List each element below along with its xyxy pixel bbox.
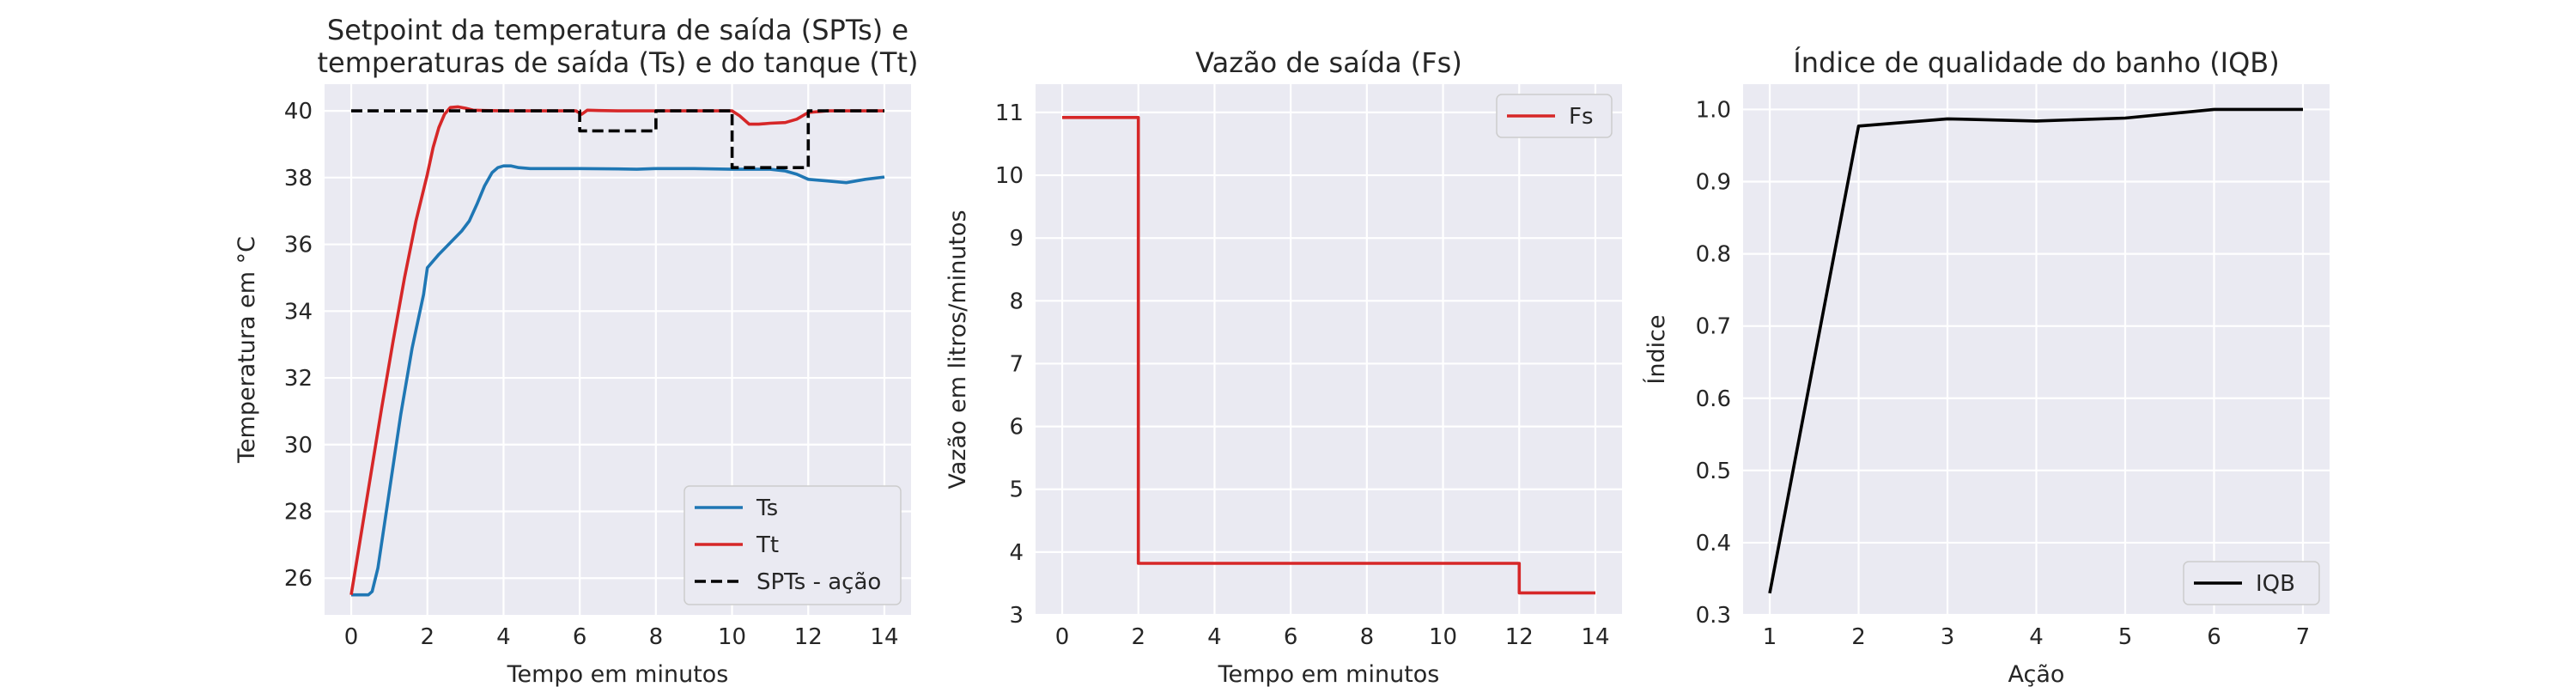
y-tick-label: 9 — [1009, 226, 1024, 252]
y-tick-label: 6 — [1009, 415, 1024, 441]
y-tick-label: 36 — [284, 233, 313, 258]
y-tick-label: 30 — [284, 433, 313, 459]
x-tick-label: 7 — [2296, 624, 2311, 650]
legend-label: IQB — [2256, 571, 2295, 597]
x-tick-label: 6 — [573, 624, 587, 650]
y-tick-label: 8 — [1009, 289, 1024, 314]
y-axis-label: Índice — [1643, 314, 1670, 384]
series-line-fs — [1062, 116, 1595, 595]
x-tick-label: 4 — [1207, 624, 1222, 650]
y-tick-label: 26 — [284, 566, 313, 592]
legend-box — [2183, 561, 2320, 605]
y-tick-label: 0.5 — [1696, 459, 1731, 484]
x-tick-label: 6 — [1284, 624, 1298, 650]
legend-label: Tt — [756, 532, 779, 558]
y-tick-label: 34 — [284, 299, 313, 325]
legend-box — [683, 485, 902, 605]
x-tick-label: 1 — [1763, 624, 1777, 650]
x-axis-label: Tempo em minutos — [1218, 661, 1440, 687]
y-tick-label: 0.6 — [1696, 386, 1731, 412]
x-tick-label: 10 — [1429, 624, 1457, 650]
x-tick-label: 12 — [1505, 624, 1534, 650]
series-line-ts — [351, 164, 885, 597]
chart-title: temperaturas de saída (Ts) e do tanque (… — [318, 46, 919, 79]
x-tick-label: 12 — [794, 624, 823, 650]
y-tick-label: 0.4 — [1696, 531, 1731, 556]
y-tick-label: 7 — [1009, 351, 1024, 377]
chart-title: Índice de qualidade do banho (IQB) — [1793, 46, 2279, 79]
y-tick-label: 4 — [1009, 540, 1024, 566]
x-tick-label: 14 — [1581, 624, 1609, 650]
x-tick-label: 4 — [2029, 624, 2044, 650]
x-tick-label: 8 — [1360, 624, 1375, 650]
y-tick-label: 40 — [284, 99, 313, 125]
y-axis-label: Temperatura em °C — [234, 236, 260, 464]
y-tick-label: 28 — [284, 500, 313, 526]
series-line-spts-a-o — [351, 109, 884, 169]
chart-title: Vazão de saída (Fs) — [1195, 46, 1462, 79]
x-tick-label: 8 — [649, 624, 664, 650]
legend-label: Fs — [1569, 104, 1594, 130]
y-tick-label: 0.8 — [1696, 242, 1731, 268]
series-line-tt — [349, 105, 884, 595]
x-tick-label: 2 — [1851, 624, 1866, 650]
x-tick-label: 4 — [496, 624, 511, 650]
x-tick-label: 10 — [718, 624, 746, 650]
x-tick-label: 5 — [2118, 624, 2133, 650]
y-tick-label: 3 — [1009, 603, 1024, 629]
y-tick-label: 0.7 — [1696, 314, 1731, 340]
x-axis-label: Ação — [2008, 661, 2065, 687]
x-tick-label: 2 — [1131, 624, 1145, 650]
legend-label: Ts — [756, 495, 778, 521]
x-tick-label: 0 — [344, 624, 359, 650]
y-tick-label: 1.0 — [1696, 97, 1731, 123]
y-tick-label: 0.9 — [1696, 170, 1731, 196]
chart-title: Setpoint da temperatura de saída (SPTs) … — [327, 14, 908, 46]
y-axis-label: Vazão em litros/minutos — [945, 210, 971, 489]
x-tick-label: 2 — [420, 624, 434, 650]
plot-area — [1036, 84, 1622, 615]
series-line-iqb — [1768, 107, 2303, 594]
y-tick-label: 10 — [995, 163, 1024, 189]
y-tick-label: 11 — [995, 100, 1024, 126]
legend: IQB — [2183, 561, 2320, 605]
y-tick-label: 5 — [1009, 477, 1024, 503]
legend: Fs — [1496, 94, 1613, 138]
y-tick-label: 32 — [284, 366, 313, 392]
y-tick-label: 38 — [284, 166, 313, 192]
chart-panel-2: 0 2 4 6 8 10 12 14 3 4 5 6 7 8 9 10 11 Vazão de saída (Fs… — [945, 46, 1622, 687]
x-tick-label: 6 — [2207, 624, 2221, 650]
x-tick-label: 0 — [1055, 624, 1070, 650]
legend: Ts Tt SPTs - ação — [683, 485, 902, 605]
legend-label: SPTs - ação — [756, 569, 881, 595]
chart-panel-1: 0 2 4 6 8 10 12 14 26 28 30 32 34 36 38 40 Setpoint da t… — [234, 14, 918, 687]
chart-panel-3: 1 2 3 4 5 6 7 0.3 0.4 0.5 0.6 0.7 0.8 0.9 1.0 Índice de… — [1643, 46, 2330, 687]
y-tick-label: 0.3 — [1696, 603, 1731, 629]
x-tick-label: 14 — [870, 624, 898, 650]
x-tick-label: 3 — [1941, 624, 1955, 650]
x-axis-label: Tempo em minutos — [507, 661, 729, 687]
